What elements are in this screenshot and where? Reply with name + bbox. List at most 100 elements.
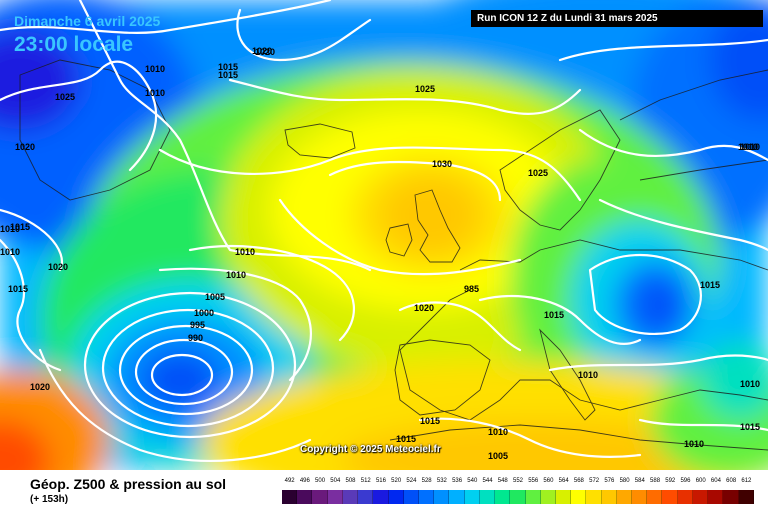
- legend-tick-label: 496: [299, 478, 310, 484]
- copyright-text: Copyright © 2025 Meteociel.fr: [300, 444, 441, 455]
- isobar-line: [83, 291, 297, 439]
- isobar-label: 1015: [218, 62, 238, 72]
- legend-swatch: [525, 490, 541, 504]
- isobar-line: [150, 353, 214, 397]
- isobar-label: 1010: [226, 270, 246, 280]
- legend-tick-label: 512: [360, 478, 371, 484]
- isobar-line: [0, 238, 62, 372]
- legend-swatch: [723, 490, 739, 504]
- isobar-label: 1030: [432, 159, 452, 169]
- isobar-label: 1015: [420, 416, 440, 426]
- legend-tick-label: 592: [665, 478, 676, 484]
- isobar-label: 1010: [738, 142, 758, 152]
- isobar-label: 1015: [10, 222, 30, 232]
- legend-swatch: [495, 490, 511, 504]
- great-britain-coast: [414, 189, 461, 263]
- legend-tick-label: 576: [604, 478, 615, 484]
- legend-tick-label: 548: [497, 478, 508, 484]
- russia-border: [619, 69, 768, 181]
- isobar-line: [418, 417, 642, 458]
- isobar-label: 1010: [488, 427, 508, 437]
- isobar-label: 1010: [0, 224, 20, 234]
- legend-tick-label: 604: [710, 478, 721, 484]
- legend-color-bar: [282, 490, 754, 504]
- legend-tick-label: 544: [482, 478, 493, 484]
- legend-swatch: [708, 490, 724, 504]
- isobar-line: [134, 338, 234, 406]
- isobar-label: 1010: [740, 142, 760, 152]
- isobar-line: [398, 301, 522, 352]
- legend-tick-label: 588: [650, 478, 661, 484]
- legend-tick-label: 584: [634, 478, 645, 484]
- legend-tick-label: 568: [573, 478, 584, 484]
- legend-tick-label: 608: [726, 478, 737, 484]
- legend-tick-label: 540: [467, 478, 478, 484]
- isobar-line: [236, 8, 372, 62]
- iberia-coast: [394, 339, 491, 416]
- legend-tick-label: 500: [315, 478, 326, 484]
- legend-swatch: [327, 490, 343, 504]
- isobar-label: 1025: [55, 92, 75, 102]
- isobar-label: 1005: [205, 292, 225, 302]
- legend-tick-label: 580: [619, 478, 630, 484]
- isobar-line: [478, 294, 642, 345]
- isobar-label: 1010: [145, 64, 165, 74]
- isobar-line: [38, 348, 312, 462]
- isobar-line: [588, 254, 702, 335]
- legend-swatch: [540, 490, 556, 504]
- legend-swatch: [692, 490, 709, 504]
- isobar-line: [0, 208, 63, 272]
- isobar-label: 1020: [414, 303, 434, 313]
- forecast-date: Dimanche 6 avril 2025: [14, 13, 161, 29]
- legend-tick-label: 528: [421, 478, 432, 484]
- legend-tick-label: 552: [512, 478, 524, 484]
- legend-swatch: [662, 490, 678, 504]
- isobar-label: 990: [188, 333, 203, 343]
- isobar-line: [638, 418, 768, 432]
- map-title: Géop. Z500 & pression au sol: [30, 476, 227, 492]
- legend-tick-label: 524: [406, 478, 417, 484]
- legend-tick-label: 504: [330, 478, 341, 484]
- legend-tick-label: 492: [284, 478, 295, 484]
- legend-swatch: [616, 490, 633, 504]
- color-legend: 492 496 500 504 508 512 516 520 524 528 532 536 540 5…: [282, 478, 754, 508]
- legend-tick-label: 556: [528, 478, 539, 484]
- legend-tick-label: 612: [741, 478, 752, 484]
- legend-swatch: [510, 490, 526, 504]
- legend-tick-label: 560: [543, 478, 554, 484]
- isobar-label: 1025: [415, 84, 435, 94]
- isobar-label: 985: [464, 284, 479, 294]
- isobar-label: 1000: [194, 308, 214, 318]
- isobar-label: 1015: [218, 70, 238, 80]
- legend-tick-label: 564: [558, 478, 569, 484]
- isobar-line: [598, 198, 768, 252]
- legend-swatch: [479, 490, 496, 504]
- isobar-label: 1010: [0, 247, 20, 257]
- isobar-line: [548, 354, 768, 372]
- isobar-label: 1015: [8, 284, 28, 294]
- isobar-label: 1020: [15, 142, 35, 152]
- isobar-label: 1015: [740, 422, 760, 432]
- isobar-label: 1010: [578, 370, 598, 380]
- legend-tick-label: 508: [345, 478, 356, 484]
- isobar-line: [0, 0, 332, 34]
- isobar-label: 1015: [700, 280, 720, 290]
- isobar-label: 1020: [30, 382, 50, 392]
- legend-tick-label: 596: [680, 478, 691, 484]
- isobars: [0, 0, 768, 461]
- legend-swatch: [388, 490, 404, 504]
- legend-swatch: [434, 490, 450, 504]
- greenland-coast: [19, 59, 171, 201]
- isobar-line: [188, 245, 355, 342]
- legend-swatch: [373, 490, 389, 504]
- isobar-label: 1010: [235, 247, 255, 257]
- forecast-lead-time: (+ 153h): [30, 494, 69, 505]
- legend-tick-label: 532: [436, 478, 447, 484]
- isobar-label: 1010: [145, 88, 165, 98]
- legend-tick-labels: 492 496 500 504 508 512 516 520 524 528 532 536 540 5…: [282, 478, 754, 488]
- legend-swatch: [342, 490, 359, 504]
- isobar-line: [158, 267, 312, 382]
- footer-panel: Géop. Z500 & pression au sol (+ 153h) 49…: [0, 470, 768, 512]
- forecast-time: 23:00 locale: [14, 33, 134, 56]
